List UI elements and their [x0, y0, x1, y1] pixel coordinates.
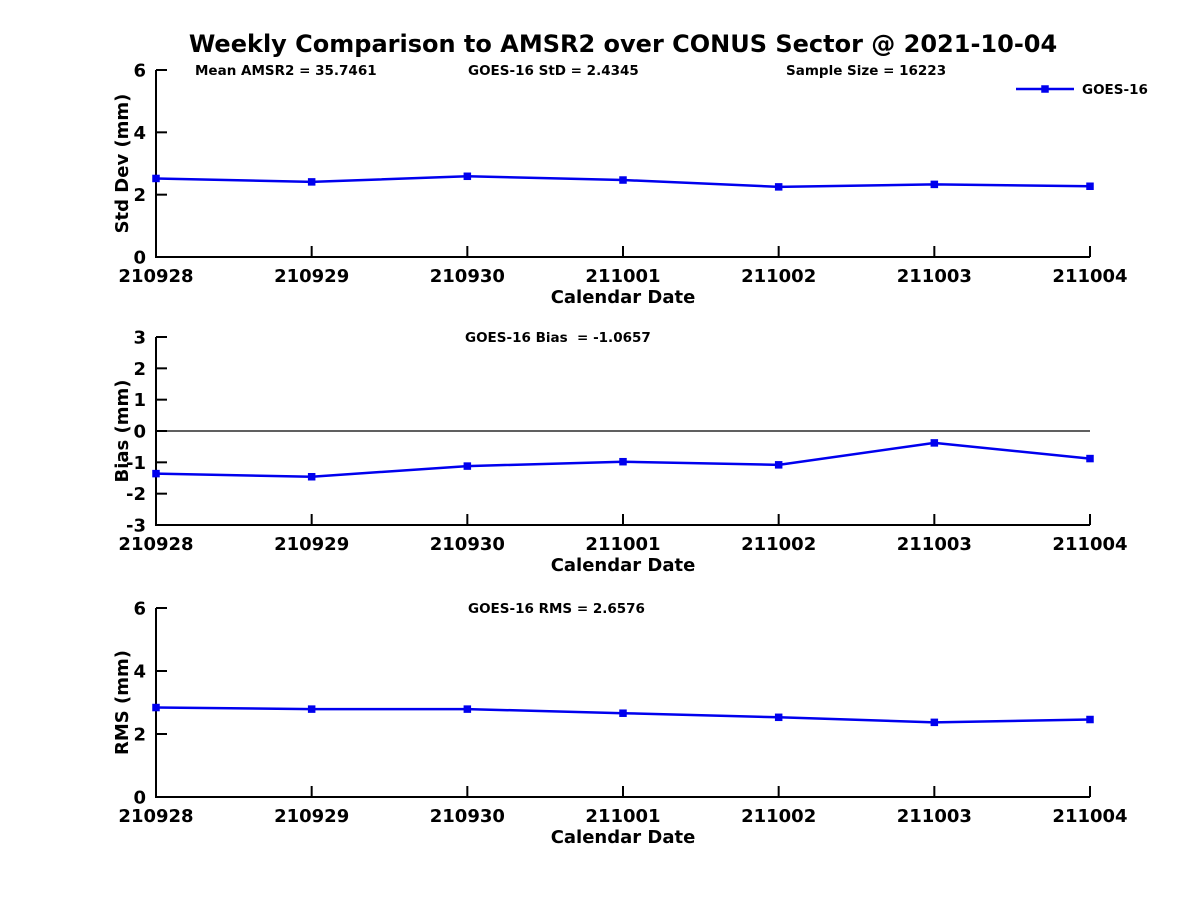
subplot-rms: 0 2 4 6 210928 210929 210930 211001 211002 211003…	[112, 599, 1128, 849]
data-point	[619, 176, 627, 184]
y-tick-label: -2	[126, 484, 146, 505]
x-axis-title: Calendar Date	[551, 555, 696, 576]
data-point	[774, 461, 783, 469]
annotation-text: GOES-16 StD = 2.4345	[468, 63, 639, 79]
y-tick-label: 3	[133, 328, 146, 349]
data-point	[463, 172, 472, 181]
data-point	[463, 705, 472, 713]
y-axis-title: Std Dev (mm)	[112, 94, 133, 234]
legend-marker	[1041, 85, 1049, 93]
y-tick-label: 6	[133, 61, 146, 82]
annotation-text: Sample Size = 16223	[786, 63, 946, 79]
x-axis-title: Calendar Date	[551, 827, 696, 848]
data-point	[619, 709, 627, 717]
annotation-text: GOES-16 RMS = 2.6576	[468, 601, 645, 617]
data-point	[1086, 715, 1094, 724]
x-tick-label: 211001	[585, 534, 660, 555]
y-axis-title: RMS (mm)	[112, 650, 133, 755]
x-tick-label: 210930	[430, 806, 505, 827]
data-point	[463, 462, 472, 470]
x-tick-label: 210930	[430, 534, 505, 555]
legend: GOES-16	[1016, 82, 1148, 98]
x-tick-label: 211003	[897, 266, 972, 287]
x-tick-label: 211002	[741, 806, 816, 827]
y-tick-label: 0	[133, 788, 146, 809]
y-tick-label: 0	[133, 422, 146, 443]
legend-label: GOES-16	[1082, 82, 1148, 98]
x-tick-label: 211004	[1052, 266, 1127, 287]
data-point	[1086, 182, 1094, 191]
x-tick-label: 210928	[118, 266, 193, 287]
chart-title: Weekly Comparison to AMSR2 over CONUS Se…	[189, 30, 1057, 58]
y-tick-label: 4	[133, 123, 146, 144]
x-tick-label: 211001	[585, 806, 660, 827]
axis-spines	[155, 70, 1090, 258]
y-tick-label: 2	[133, 185, 146, 206]
data-point	[774, 183, 783, 191]
x-tick-label: 211004	[1052, 534, 1127, 555]
annotation-text: Mean AMSR2 = 35.7461	[195, 63, 377, 79]
data-point	[307, 472, 316, 481]
x-tick-label: 210929	[274, 806, 349, 827]
annotation-text: GOES-16 Bias = -1.0657	[465, 330, 651, 346]
y-tick-label: 2	[133, 359, 146, 380]
x-tick-label: 211001	[585, 266, 660, 287]
data-point	[930, 439, 939, 447]
x-tick-label: 210930	[430, 266, 505, 287]
axis-spines	[155, 608, 1090, 798]
y-axis-title: Bias (mm)	[112, 380, 133, 483]
data-point	[152, 703, 160, 712]
data-point	[307, 178, 316, 186]
x-axis-title: Calendar Date	[551, 287, 696, 308]
x-tick-label: 210929	[274, 534, 349, 555]
x-tick-label: 211003	[897, 534, 972, 555]
y-tick-label: 6	[133, 599, 146, 620]
x-tick-label: 211003	[897, 806, 972, 827]
y-tick-label: 0	[133, 248, 146, 269]
subplot-stddev: 0 2 4 6 210928 210929 210930 211001 211002 211003…	[112, 61, 1148, 309]
y-tick-label: 1	[133, 390, 146, 411]
x-tick-label: 210929	[274, 266, 349, 287]
x-tick-label: 210928	[118, 806, 193, 827]
subplot-bias: -3 -2 -1 0 1 2 3 210928 210929 210930 211001 211002…	[112, 328, 1128, 577]
data-point	[1086, 454, 1094, 463]
y-tick-label: -1	[126, 453, 146, 474]
y-tick-label: 2	[133, 725, 146, 746]
x-tick-label: 210928	[118, 534, 193, 555]
data-point	[774, 713, 783, 722]
data-point	[619, 457, 627, 466]
x-tick-label: 211002	[741, 266, 816, 287]
data-point	[152, 469, 160, 478]
data-point	[930, 718, 939, 727]
x-tick-label: 211004	[1052, 806, 1127, 827]
data-point	[152, 174, 160, 183]
data-point	[930, 180, 939, 189]
y-tick-label: -3	[126, 516, 146, 537]
y-tick-label: 4	[133, 662, 146, 683]
x-tick-label: 211002	[741, 534, 816, 555]
data-point	[307, 705, 316, 713]
